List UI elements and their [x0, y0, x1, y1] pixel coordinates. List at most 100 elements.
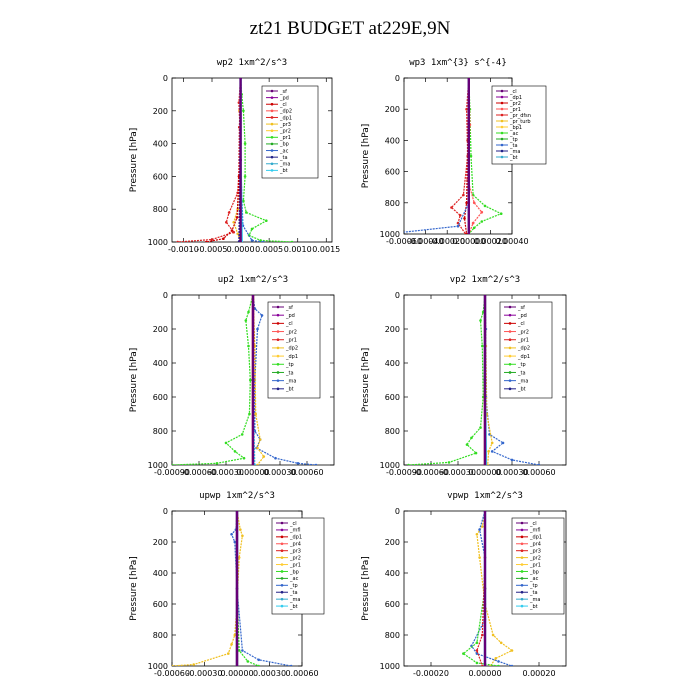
x-tick-label: -0.00030: [440, 468, 476, 477]
data-point: [240, 433, 244, 436]
series-line-pr1: [476, 511, 514, 666]
legend-entry: _cl: [517, 321, 525, 327]
y-axis-label-2: Pressure [hPa]: [361, 124, 371, 189]
data-point: [224, 441, 228, 445]
y-axis-label-6: Pressure [hPa]: [361, 556, 371, 621]
data-point: [243, 142, 247, 145]
data-point: [227, 211, 231, 214]
y-tick-label: 800: [385, 631, 400, 640]
x-tick-label: 0.00030: [263, 468, 296, 477]
legend-entry: _ac: [279, 148, 289, 154]
legend-entry: _cl: [509, 89, 517, 95]
legend-entry: _bp: [529, 569, 539, 575]
data-point: [501, 441, 505, 445]
x-tick-label: 0.00000: [452, 237, 485, 246]
data-point: [235, 511, 239, 513]
plot-frame-1: [171, 77, 333, 243]
y-tick-label: 800: [153, 631, 168, 640]
legend-marker: [280, 549, 284, 552]
data-point: [499, 641, 503, 645]
data-point: [249, 378, 252, 382]
series-line-dp1: [172, 295, 254, 465]
legend-marker: [500, 95, 504, 99]
data-point: [222, 237, 225, 240]
y-tick-label: 0: [163, 507, 168, 516]
data-point: [407, 463, 410, 465]
y-tick-label: 800: [385, 199, 400, 208]
x-tick-label: -0.00030: [208, 468, 244, 477]
data-point: [237, 649, 241, 652]
legend-entry: _sf: [279, 89, 287, 95]
legend-entry: _bp1: [509, 125, 522, 131]
data-point: [497, 660, 500, 663]
data-point: [458, 214, 462, 217]
y-tick-label: 800: [153, 205, 168, 214]
x-tick-label: 0.00000: [468, 669, 501, 678]
legend-entry: _tp: [509, 137, 518, 143]
legend-entry: _pd: [279, 95, 289, 101]
legend-entry: _bt: [279, 168, 288, 174]
data-point: [233, 633, 237, 637]
legend-marker: [280, 577, 284, 580]
data-point: [510, 458, 514, 462]
y-tick-label: 1000: [380, 662, 400, 671]
legend-entry: _tp: [529, 583, 538, 589]
legend-marker: [520, 542, 524, 546]
data-point: [239, 78, 242, 80]
x-tick-label: 0.0015: [312, 245, 340, 254]
x-tick-label: 0.00020: [474, 237, 507, 246]
x-tick-label: -0.00090: [386, 468, 422, 477]
x-tick-label: -0.00060: [386, 237, 422, 246]
data-point: [172, 664, 174, 666]
legend-entry: _ta: [517, 370, 526, 376]
legend-marker: [508, 371, 512, 374]
x-tick-label: 0.00060: [290, 468, 323, 477]
data-point: [232, 230, 235, 234]
legend-entry: _ma: [285, 378, 296, 384]
data-point: [256, 327, 259, 331]
y-tick-label: 1000: [380, 230, 400, 239]
data-point: [481, 344, 484, 348]
legend-marker: [500, 155, 504, 159]
data-point: [260, 314, 264, 317]
legend-marker: [500, 137, 504, 141]
legend-entry: _pr2: [517, 329, 529, 335]
series-line-ac: [236, 511, 259, 666]
data-point: [210, 238, 214, 241]
data-point: [262, 240, 265, 242]
legend-entry: _ac: [289, 576, 299, 582]
legend-marker: [520, 549, 524, 552]
legend-marker: [280, 563, 284, 566]
data-point: [274, 456, 277, 460]
y-tick-label: 600: [385, 393, 400, 402]
data-point: [483, 295, 487, 297]
legend-entry: _pr2: [529, 555, 541, 561]
legend-box-6: [511, 517, 565, 615]
x-tick-label: -0.00090: [154, 468, 190, 477]
legend-entry: _dp1: [285, 354, 298, 360]
data-point: [225, 221, 228, 224]
data-point: [251, 295, 255, 297]
data-point: [230, 533, 233, 536]
legend-entry: _pr2: [279, 128, 291, 134]
panel-title-3: up2 1xm^2/s^3: [218, 275, 288, 285]
legend-marker: [520, 590, 524, 594]
x-tick-label: -0.00020: [413, 669, 449, 678]
legend-entry: _bt: [285, 387, 294, 393]
legend-entry: _bt: [517, 387, 526, 393]
y-axis-label-4: Pressure [hPa]: [361, 348, 371, 413]
legend-marker: [500, 107, 504, 111]
x-tick-label: -0.00020: [429, 237, 465, 246]
legend-marker: [508, 305, 512, 309]
legend-entry: _pr2: [289, 555, 301, 561]
data-point: [483, 664, 487, 666]
x-tick-label: 0.00000: [236, 468, 269, 477]
x-tick-label: -0.0010: [168, 245, 199, 254]
y-tick-label: 1000: [148, 461, 168, 470]
legend-marker: [520, 577, 524, 580]
legend-entry: _ma: [529, 597, 540, 603]
legend-entry: _ma: [289, 597, 300, 603]
legend-entry: _ma: [509, 149, 520, 155]
legend-marker: [280, 521, 284, 525]
data-point: [480, 220, 484, 223]
